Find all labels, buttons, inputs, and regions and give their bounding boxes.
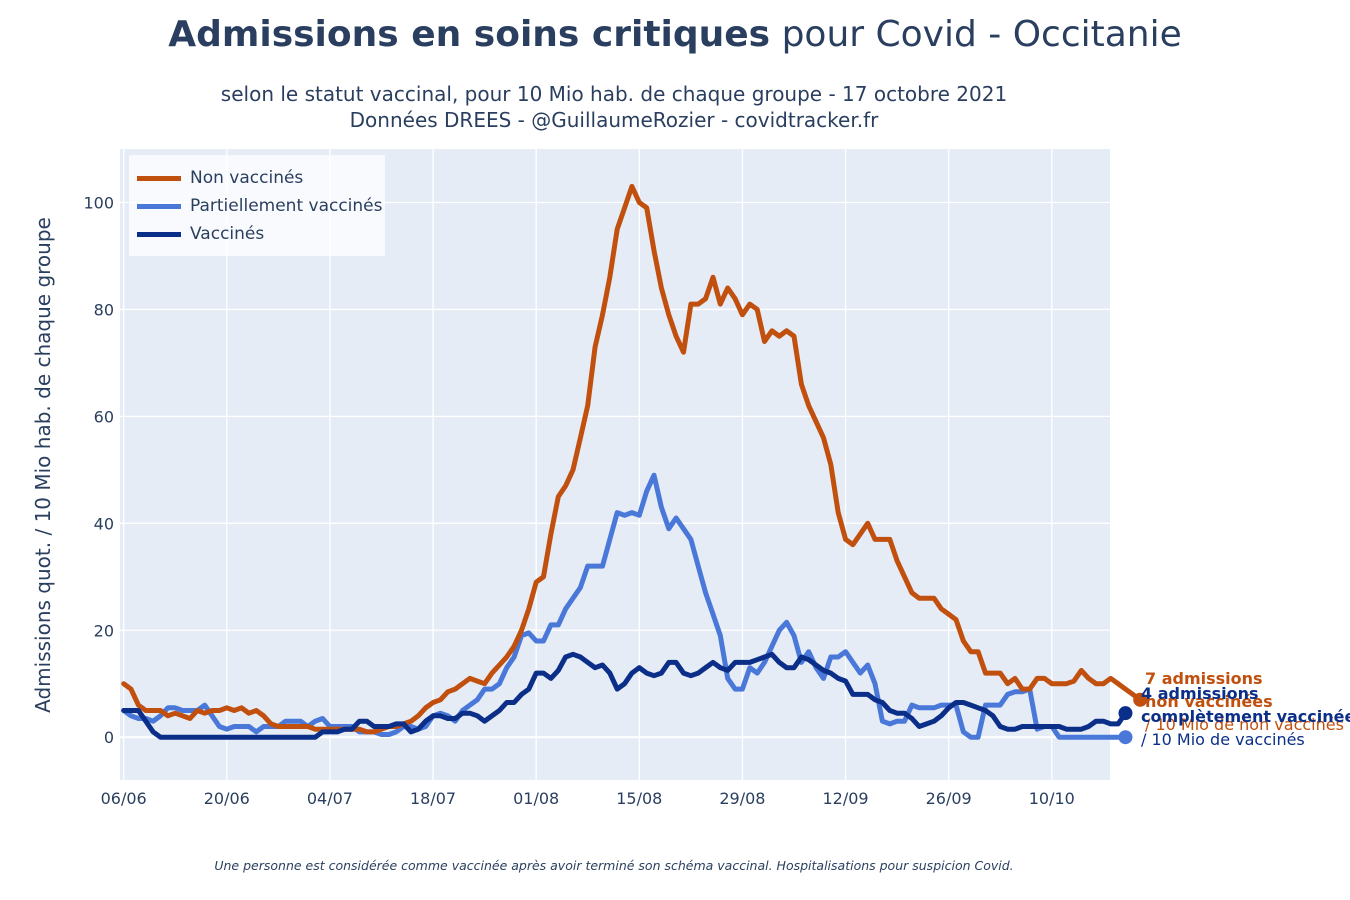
x-tick-label: 20/06 (204, 789, 250, 808)
series-line-2 (121, 651, 1128, 740)
legend-swatch-vaccines (137, 231, 181, 237)
x-axis-ticks: 06/06 20/06 04/07 18/07 01/08 15/08 29/08 12/09… (101, 789, 1075, 808)
legend-label: Non vaccinés (190, 168, 304, 188)
end-markers (1118, 692, 1148, 745)
end-marker-2 (1118, 706, 1133, 721)
series-line-1 (121, 472, 1128, 740)
annotation-non-vaccines-line1: 7 admissions (1145, 669, 1263, 688)
x-tick-label: 26/09 (926, 789, 972, 808)
series-line-0 (121, 183, 1143, 735)
subtitle-line-2: Données DREES - @GuillaumeRozier - covid… (349, 108, 879, 132)
legend-swatch-non-vaccines (137, 175, 181, 181)
footnote: Une personne est considérée comme vaccin… (214, 858, 1014, 873)
legend-item-partiellement-vaccines[interactable]: Partiellement vaccinés (137, 193, 383, 219)
y-tick-label: 80 (94, 300, 114, 319)
end-marker-0 (1133, 692, 1148, 707)
legend-label: Vaccinés (190, 224, 265, 244)
annotation-vaccines-line2: complètement vaccinées (1141, 707, 1350, 726)
y-tick-label: 0 (104, 728, 114, 747)
legend-item-non-vaccines[interactable]: Non vaccinés (137, 165, 303, 191)
title-bold: Admissions en soins critiques (168, 14, 771, 55)
x-tick-label: 18/07 (410, 789, 456, 808)
x-tick-label: 04/07 (307, 789, 353, 808)
y-tick-label: 20 (94, 621, 114, 640)
annotation-vaccines-line3: / 10 Mio de vaccinés (1141, 730, 1305, 749)
annotation-non-vaccines-line3: / 10 Mio de non vaccinés (1145, 715, 1344, 734)
x-tick-label: 10/10 (1029, 789, 1075, 808)
x-gridlines (123, 149, 1053, 780)
y-tick-label: 60 (94, 407, 114, 426)
y-tick-label: 40 (94, 514, 114, 533)
x-tick-label: 29/08 (719, 789, 765, 808)
end-marker-1 (1118, 730, 1133, 745)
y-axis-title: Admissions quot. / 10 Mio hab. de chaque… (31, 217, 55, 713)
legend: Non vaccinés Partiellement vaccinés Vacc… (129, 155, 385, 256)
subtitle-line-1: selon le statut vaccinal, pour 10 Mio ha… (220, 82, 1008, 106)
legend-swatch-partiellement-vaccines (137, 203, 181, 209)
y-tick-label: 100 (83, 193, 114, 212)
chart-title: Admissions en soins critiques pour Covid… (0, 14, 1350, 55)
x-tick-label: 15/08 (616, 789, 662, 808)
annotation-non-vaccines-line2: non vaccinées (1145, 692, 1273, 711)
title-normal: pour Covid - Occitanie (770, 14, 1182, 55)
x-tick-label: 12/09 (823, 789, 869, 808)
x-tick-label: 06/06 (101, 789, 147, 808)
annotation-vaccines-line1: 4 admissions (1141, 684, 1259, 703)
legend-label: Partiellement vaccinés (190, 196, 383, 216)
x-tick-label: 01/08 (513, 789, 559, 808)
y-axis-ticks: 0 20 40 60 80 100 (83, 193, 114, 747)
legend-item-vaccines[interactable]: Vaccinés (137, 221, 264, 247)
series-lines (121, 183, 1143, 740)
